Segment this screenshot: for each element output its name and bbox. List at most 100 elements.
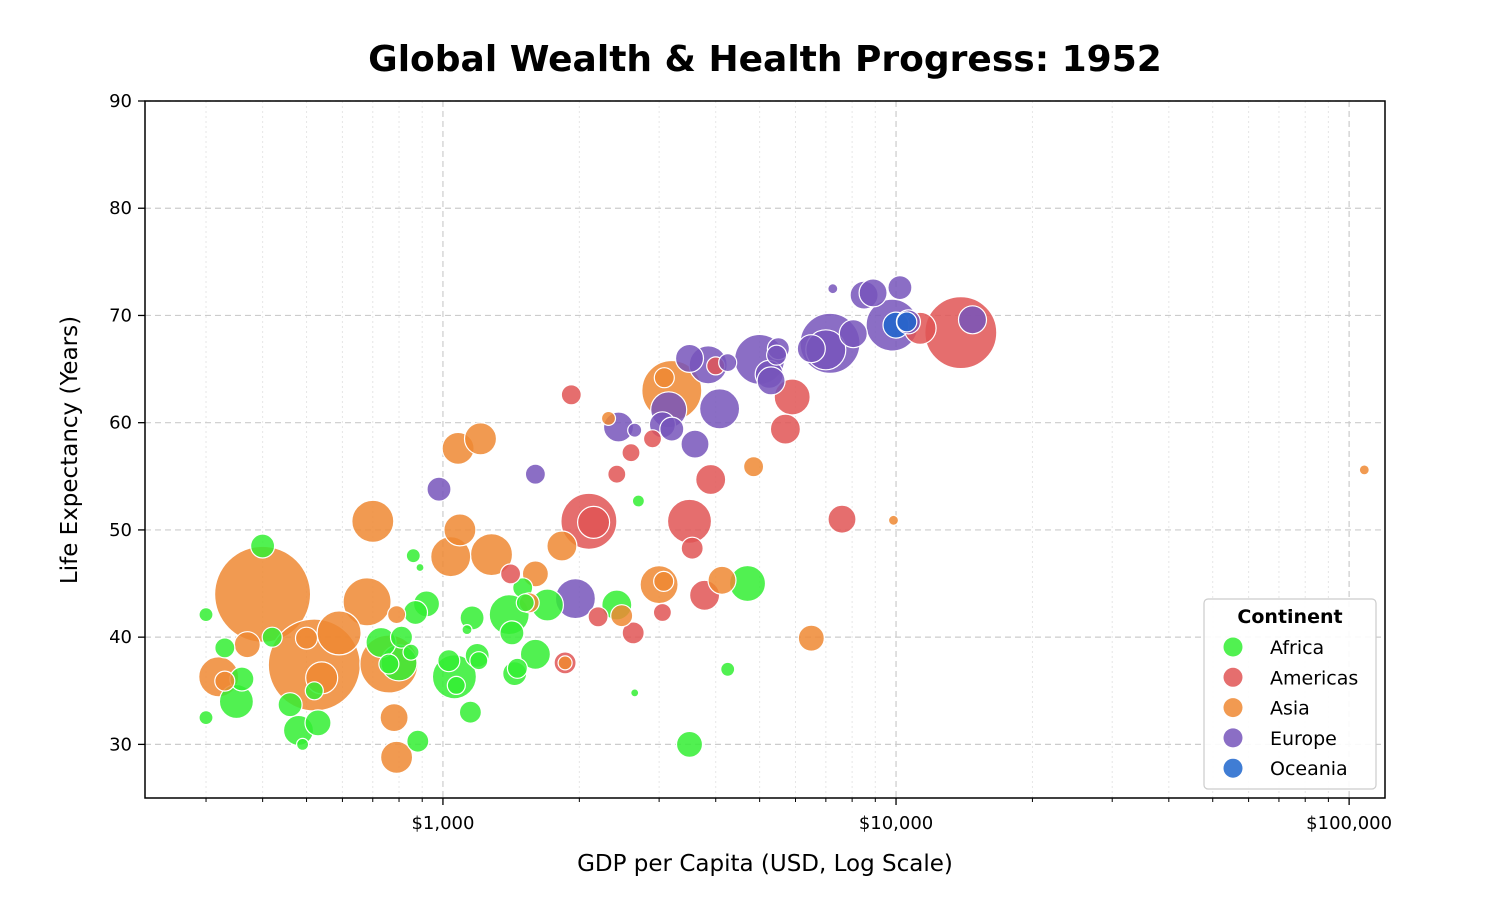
bubble-asia	[546, 530, 578, 562]
bubble-americas	[680, 536, 704, 560]
bubble-africa	[675, 730, 704, 759]
bubble-africa	[250, 533, 276, 559]
bubble-europe	[957, 305, 988, 335]
bubble-africa	[296, 737, 310, 752]
bubble-africa	[720, 661, 736, 677]
legend-marker-americas	[1223, 667, 1243, 687]
bubble-africa	[389, 625, 414, 649]
bubble-asia	[1358, 464, 1370, 476]
legend-label-oceania: Oceania	[1270, 758, 1348, 780]
bubble-asia	[600, 410, 617, 426]
bubble-europe	[756, 366, 786, 396]
bubble-africa	[631, 494, 646, 508]
legend-label-europe: Europe	[1270, 728, 1337, 750]
bubble-europe	[698, 388, 741, 430]
bubble-africa	[415, 562, 425, 573]
legend: Continent Africa Americas Asia Europe Oceani…	[1203, 598, 1377, 790]
bubble-europe	[524, 463, 547, 485]
bubble-africa	[461, 623, 473, 636]
bubble-africa	[437, 649, 461, 673]
legend-items: Africa Americas Asia Europe Oceania	[1223, 637, 1358, 780]
legend-marker-europe	[1223, 728, 1243, 748]
bubble-europe	[674, 343, 705, 373]
bubble-americas	[621, 443, 641, 463]
bubble-africa	[458, 700, 482, 724]
bubble-africa	[402, 599, 429, 626]
plot-frame	[144, 100, 1386, 799]
legend-label-africa: Africa	[1270, 637, 1324, 659]
bubble-asia	[380, 740, 414, 774]
bubble-asia	[653, 570, 675, 593]
bubble-asia	[214, 670, 236, 692]
bubble-asia	[387, 604, 407, 625]
bubble-africa	[630, 688, 640, 698]
bubble-asia	[443, 513, 477, 547]
bubble-europe	[858, 278, 888, 308]
bubble-americas	[576, 505, 611, 540]
y-tick-label: 50	[109, 520, 132, 541]
plot-area	[144, 100, 1386, 799]
bubble-asia	[707, 565, 737, 595]
bubble-africa	[506, 657, 529, 679]
bubble-asia	[653, 367, 675, 389]
bubble-asia	[887, 514, 900, 526]
bubble-americas	[652, 602, 673, 623]
bubble-europe	[659, 416, 685, 442]
bubble-asia	[379, 702, 409, 733]
x-tick-label: $10,000	[859, 813, 933, 834]
bubble-asia	[610, 604, 634, 628]
bubble-americas	[607, 464, 627, 484]
bubble-africa	[198, 606, 214, 623]
bubble-africa	[198, 709, 214, 726]
bubble-americas	[642, 429, 663, 449]
data-points	[198, 275, 1370, 774]
bubble-africa	[515, 593, 535, 613]
bubble-africa	[519, 638, 552, 670]
bubble-africa	[499, 620, 525, 646]
y-tick-label: 30	[109, 734, 132, 755]
y-tick-label: 60	[109, 413, 132, 434]
bubble-asia	[342, 577, 392, 627]
bubble-europe	[838, 319, 868, 349]
bubble-africa	[405, 548, 421, 564]
bubble-europe	[765, 344, 788, 366]
bubble-americas	[621, 621, 645, 645]
bubble-americas	[827, 504, 857, 534]
bubble-africa	[469, 651, 489, 671]
bubble-europe	[887, 275, 913, 301]
legend-marker-asia	[1223, 698, 1243, 718]
bubble-europe	[718, 353, 738, 373]
bubble-africa	[446, 675, 466, 696]
bubble-europe	[627, 422, 643, 438]
bubble-asia	[294, 626, 319, 650]
bubble-europe	[827, 283, 839, 295]
bubble-africa	[304, 681, 324, 701]
bubble-europe	[796, 334, 826, 364]
y-tick-label: 90	[109, 91, 132, 112]
bubble-africa	[277, 692, 303, 718]
legend-frame	[1203, 598, 1377, 790]
x-tick-label: $100,000	[1306, 813, 1392, 834]
bubble-americas	[500, 563, 522, 585]
bubble-oceania	[896, 311, 918, 333]
x-axis: $1,000 $10,000 $100,000	[205, 798, 1392, 834]
y-tick-label: 80	[109, 198, 132, 219]
bubble-africa	[261, 626, 283, 648]
bubble-africa	[304, 709, 332, 737]
y-tick-label: 70	[109, 305, 132, 326]
bubble-americas	[666, 498, 713, 544]
bubble-asia	[463, 422, 498, 456]
bubble-africa	[406, 729, 430, 753]
bubble-europe	[426, 476, 452, 502]
bubble-africa	[214, 637, 236, 659]
x-tick-label: $1,000	[411, 813, 474, 834]
bubble-asia	[742, 456, 765, 478]
legend-label-americas: Americas	[1270, 667, 1358, 689]
bubble-asia	[797, 624, 825, 652]
bubble-americas	[695, 463, 727, 496]
bubble-asia	[351, 499, 395, 543]
y-axis: 30 40 50 60 70 80 90	[109, 91, 145, 755]
legend-marker-africa	[1223, 637, 1243, 657]
y-axis-label: Life Expectancy (Years)	[57, 316, 83, 584]
